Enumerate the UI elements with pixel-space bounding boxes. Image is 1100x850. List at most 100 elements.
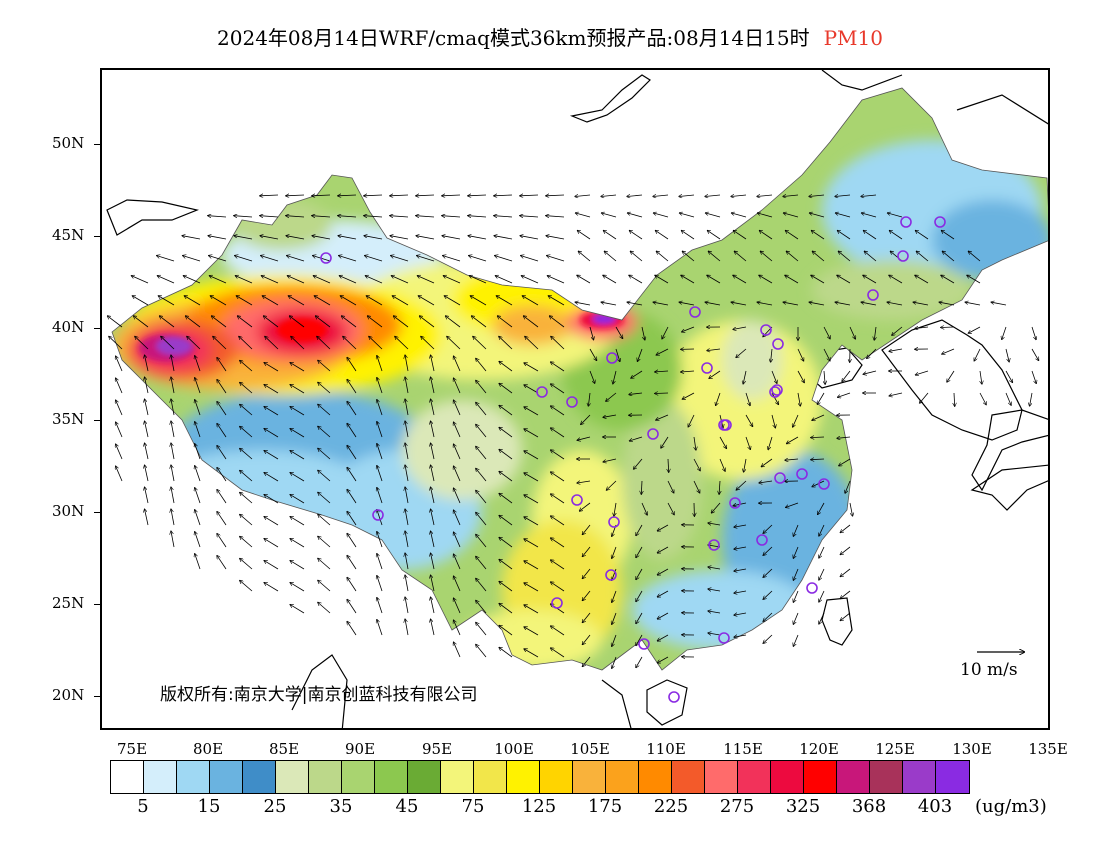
wind-arrow xyxy=(521,256,539,262)
lat-tick xyxy=(94,420,100,421)
wind-arrow xyxy=(347,446,357,460)
wind-arrow xyxy=(476,469,487,482)
wind-arrow xyxy=(499,494,513,504)
wind-arrow xyxy=(405,355,409,372)
wind-arrow xyxy=(941,275,955,284)
wind-arrow xyxy=(524,451,539,460)
wind-arrow xyxy=(187,337,201,350)
wind-arrow xyxy=(658,568,669,575)
wind-arrow xyxy=(824,370,825,384)
wind-arrow xyxy=(524,561,539,570)
wind-arrow xyxy=(476,579,487,592)
wind-arrow xyxy=(658,590,669,597)
wind-arrow xyxy=(575,302,591,306)
wind-arrow xyxy=(974,348,981,361)
wind-arrow xyxy=(476,491,487,504)
wind-arrow xyxy=(835,195,851,197)
wind-arrow xyxy=(941,327,955,328)
wind-arrow xyxy=(210,276,227,284)
wind-arrow xyxy=(653,302,669,306)
wind-arrow xyxy=(706,213,721,218)
wind-arrow xyxy=(845,480,851,493)
wind-arrow xyxy=(405,377,409,394)
wind-arrow xyxy=(217,358,227,372)
lat-label: 45N xyxy=(52,226,85,244)
wind-arrow xyxy=(318,603,331,614)
wind-arrow xyxy=(707,275,721,284)
wind-arrow xyxy=(969,251,981,262)
wind-arrow xyxy=(208,236,227,240)
wind-arrow xyxy=(454,598,461,614)
wind-arrow xyxy=(318,383,331,394)
wind-arrow xyxy=(290,407,305,416)
wind-arrow xyxy=(757,302,773,306)
wind-arrow xyxy=(662,326,669,339)
wind-arrow xyxy=(861,195,877,197)
wind-arrow xyxy=(771,414,775,428)
wind-arrow xyxy=(589,348,597,360)
wind-arrow xyxy=(240,471,253,482)
wind-arrow xyxy=(286,236,305,240)
lat-label: 35N xyxy=(52,410,85,428)
wind-arrow xyxy=(818,502,825,514)
wind-arrow xyxy=(705,302,721,306)
wind-arrow xyxy=(390,236,409,240)
wind-arrow xyxy=(339,256,357,262)
wind-arrow xyxy=(588,392,590,406)
station-marker xyxy=(729,497,741,509)
wind-arrow xyxy=(943,251,955,262)
wind-arrow xyxy=(417,256,435,262)
wind-arrow xyxy=(812,231,825,240)
wind-arrow xyxy=(468,216,487,217)
wind-arrow xyxy=(797,392,800,406)
wind-arrow xyxy=(347,380,357,394)
wind-arrow xyxy=(954,392,955,406)
colorbar-cell xyxy=(507,761,540,793)
wind-arrow xyxy=(551,626,565,636)
wind-arrow xyxy=(793,524,799,536)
wind-arrow xyxy=(217,468,227,482)
wind-arrow xyxy=(405,531,409,548)
wind-arrow xyxy=(217,380,227,394)
wind-arrow xyxy=(786,502,799,507)
wind-arrow xyxy=(431,421,435,438)
colorbar-cell xyxy=(210,761,243,793)
station-marker xyxy=(934,216,946,228)
wind-arrow xyxy=(290,539,305,548)
wind-arrow xyxy=(835,302,851,306)
wind-arrow xyxy=(797,348,804,361)
wind-arrow xyxy=(991,302,1007,306)
copyright-text: 版权所有:南京大学|南京创蓝科技有限公司 xyxy=(160,685,478,705)
wind-reference-label: 10 m/s xyxy=(960,660,1018,680)
colorbar-label: 403 xyxy=(917,796,953,817)
wind-arrow xyxy=(264,316,279,328)
wind-arrow xyxy=(841,524,851,532)
wind-arrow xyxy=(195,510,201,526)
wind-arrow xyxy=(195,488,201,504)
wind-arrow xyxy=(468,236,487,240)
wind-arrow xyxy=(523,296,539,306)
wind-arrow xyxy=(636,590,643,601)
wind-arrow xyxy=(863,370,877,374)
wind-arrow xyxy=(347,556,357,570)
wind-arrow xyxy=(636,568,643,579)
wind-arrow xyxy=(613,370,617,384)
lon-label: 110E xyxy=(646,740,686,758)
wind-arrow xyxy=(680,213,695,218)
wind-arrow xyxy=(583,524,591,534)
wind-arrow xyxy=(496,276,513,284)
wind-arrow xyxy=(390,216,409,217)
wind-arrow xyxy=(736,480,747,490)
wind-arrow xyxy=(864,231,877,240)
wind-arrow xyxy=(405,575,409,592)
wind-arrow xyxy=(347,534,357,548)
wind-arrow xyxy=(318,581,331,592)
wind-arrow xyxy=(145,465,149,482)
wind-arrow xyxy=(431,531,435,548)
wind-arrow xyxy=(653,195,669,197)
wind-arrow xyxy=(454,444,461,460)
wind-arrow xyxy=(499,538,513,548)
wind-arrow xyxy=(318,559,331,570)
wind-arrow xyxy=(917,251,929,262)
wind-arrow xyxy=(736,348,747,357)
